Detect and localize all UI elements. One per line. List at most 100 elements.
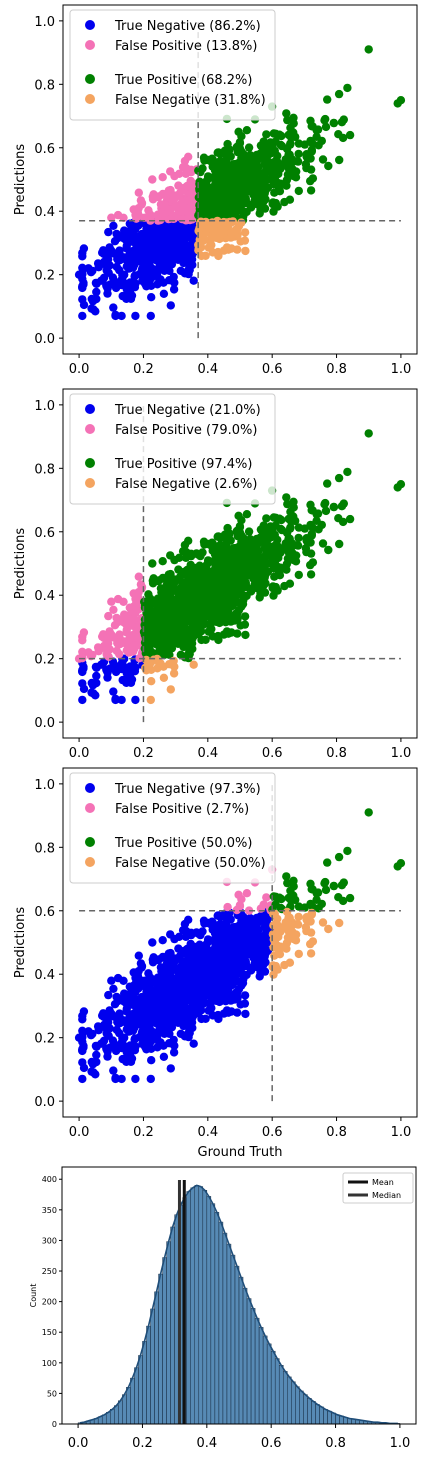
point-tp-1262 — [215, 618, 224, 628]
histogram-bar-18 — [150, 1308, 155, 1425]
point-tn-1273 — [185, 981, 194, 990]
point-tn-54 — [109, 687, 118, 696]
point-tn-46 — [103, 673, 112, 682]
point-fn-68 — [272, 930, 281, 939]
point-tp-913 — [288, 542, 297, 551]
point-tp-1198 — [236, 586, 245, 596]
point-tn-1113 — [199, 916, 209, 925]
point-tp-1266 — [318, 539, 328, 548]
point-tn-1359 — [153, 955, 163, 965]
point-fn-21 — [149, 655, 159, 664]
point-tp-628 — [289, 113, 298, 123]
point-tp-604 — [262, 175, 271, 184]
legend-label-tn: True Negative (21.0%) — [114, 403, 261, 418]
point-tn-1349 — [166, 990, 175, 1000]
point-fn-54 — [241, 246, 250, 256]
point-fn-94 — [200, 235, 209, 245]
scatter-panel-2: 0.0 0.2 0.4 0.6 0.8 1.00.00.20.40.60.81.0Pred… — [13, 388, 418, 761]
point-tp-611 — [223, 171, 233, 180]
legend-marker-fp — [85, 803, 95, 813]
point-tn-1234 — [223, 915, 233, 924]
point-tn-469 — [131, 1074, 140, 1084]
point-tp-1228 — [256, 574, 265, 584]
histogram-bar-9 — [114, 1405, 119, 1425]
x-axis-label: Ground Truth — [198, 1145, 283, 1160]
point-tp-819 — [335, 539, 344, 549]
histogram-bars — [77, 1185, 401, 1425]
point-tp-1187 — [200, 619, 209, 629]
x-tick-label-2: 0.4 — [197, 1125, 218, 1140]
point-tn-1286 — [233, 936, 242, 945]
point-tp-1206 — [269, 530, 278, 540]
legend-marker-tp — [85, 458, 95, 468]
point-tp-1202 — [223, 555, 233, 564]
point-tp-618 — [287, 130, 296, 140]
hist-x-tick-label-0: 0.0 — [68, 1436, 89, 1451]
point-fp-185 — [182, 181, 192, 191]
y-tick-label-5: 1.0 — [34, 778, 55, 793]
histogram-bar-28 — [190, 1187, 195, 1425]
point-tp-491 — [262, 160, 271, 169]
point-fn-64 — [281, 918, 290, 927]
point-fp-12 — [234, 890, 243, 899]
point-tn-544 — [166, 227, 175, 237]
y-tick-label-3: 0.6 — [34, 526, 55, 541]
point-tn-1364 — [213, 960, 222, 969]
point-tn-458 — [130, 230, 139, 240]
point-tp-1264 — [181, 617, 190, 626]
histogram-bar-34 — [214, 1212, 220, 1425]
point-tp-625 — [294, 533, 303, 543]
point-tp-624 — [300, 140, 309, 149]
point-tn-54 — [78, 311, 87, 321]
point-fn-87 — [231, 226, 240, 235]
point-tn-1151 — [181, 959, 191, 969]
point-tn-1367 — [74, 1033, 84, 1042]
point-tp-492 — [262, 130, 271, 139]
point-fn-57 — [306, 939, 315, 949]
point-tn-541 — [160, 266, 169, 275]
point-tn-221 — [78, 295, 87, 304]
point-tn-1021 — [93, 1022, 103, 1031]
point-tp-1261 — [146, 600, 155, 609]
point-tp-696 — [241, 630, 250, 640]
point-tp-1265 — [196, 586, 205, 595]
point-tn-1337 — [222, 981, 232, 990]
point-tp-753 — [338, 517, 348, 527]
point-tp-498 — [317, 136, 326, 146]
point-tp-1067 — [181, 580, 191, 590]
point-tp-985 — [246, 587, 256, 596]
points-fn — [268, 907, 344, 979]
y-tick-label-4: 0.8 — [34, 78, 55, 93]
point-tp-656 — [213, 197, 222, 206]
point-tp-1213 — [287, 514, 296, 524]
point-tp-892 — [271, 582, 280, 592]
point-tp-1127 — [229, 548, 239, 558]
point-tp-40 — [287, 893, 296, 903]
point-tn-801 — [92, 1041, 102, 1051]
x-tick-label-2: 0.4 — [197, 362, 218, 377]
point-fp-10 — [259, 900, 268, 909]
x-tick-label-0: 0.0 — [69, 1125, 90, 1140]
point-fn-49 — [324, 924, 333, 934]
point-tn-412 — [178, 926, 188, 935]
y-tick-label-4: 0.8 — [34, 462, 55, 477]
point-tp-29 — [320, 879, 329, 888]
point-tp-47 — [364, 808, 373, 817]
point-tp-286 — [244, 143, 254, 152]
point-tp-1270 — [272, 551, 281, 560]
point-tn-1311 — [107, 1009, 116, 1018]
x-tick-label-3: 0.6 — [262, 362, 283, 377]
point-tp-591 — [244, 527, 254, 536]
point-tp-578 — [195, 177, 204, 186]
point-tp-1259 — [211, 555, 221, 564]
point-tn-1092 — [109, 984, 118, 993]
point-tp-338 — [269, 129, 278, 138]
point-tp-999 — [181, 642, 191, 651]
point-tp-910 — [329, 502, 339, 512]
point-fn-40 — [335, 918, 344, 928]
point-tn-925 — [180, 1032, 190, 1041]
point-fp-108 — [129, 589, 138, 598]
point-tp-629 — [256, 190, 265, 200]
point-tp-365 — [178, 547, 188, 556]
legend-marker-tp — [85, 74, 95, 84]
